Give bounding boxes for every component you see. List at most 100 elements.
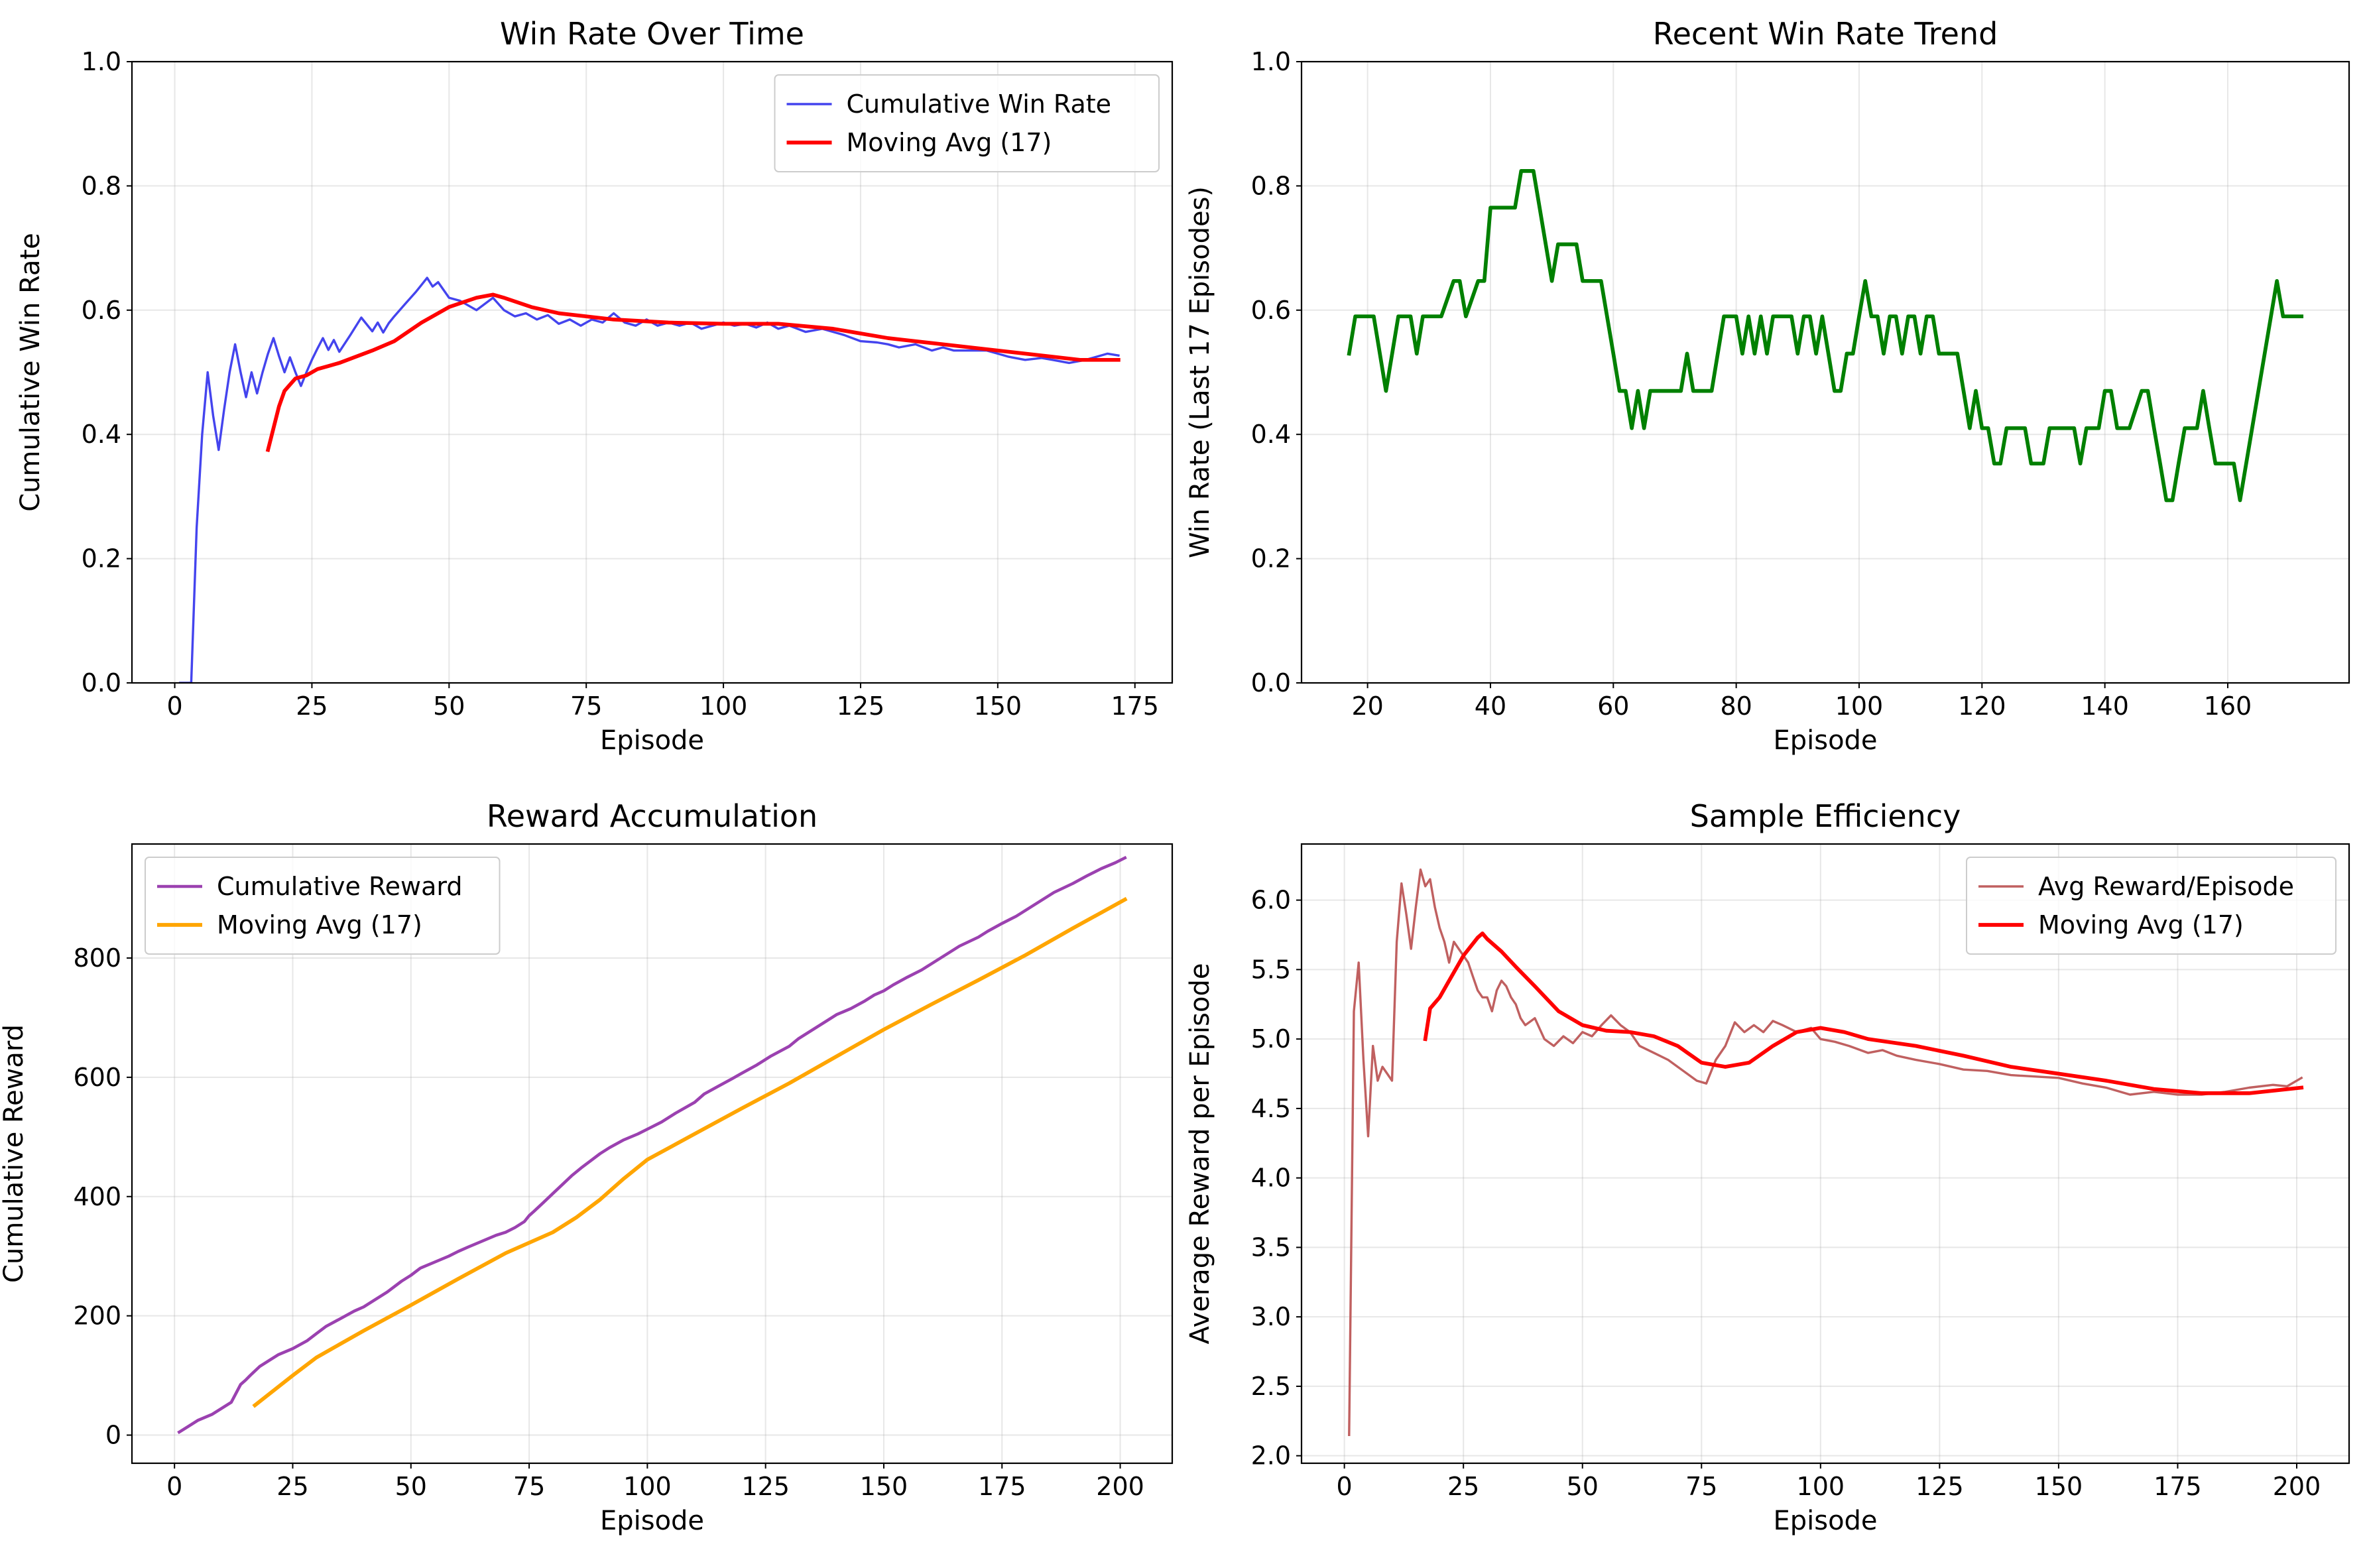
- series-group: [1347, 169, 2304, 503]
- x-tick-label: 175: [1111, 692, 1159, 721]
- legend-entry: Cumulative Win Rate: [847, 90, 1112, 119]
- series-line-2: [265, 292, 1121, 453]
- series-group: [1348, 868, 2304, 1437]
- legend: Avg Reward/Episode Moving Avg (17): [1966, 857, 2337, 955]
- x-tick-label: 175: [978, 1472, 1026, 1501]
- y-tick-label: 5.0: [1251, 1024, 1291, 1054]
- x-tick-label: 20: [1351, 692, 1383, 721]
- x-tick-label: 80: [1720, 692, 1752, 721]
- x-tick-label: 25: [1447, 1472, 1479, 1501]
- x-tick-label: 150: [860, 1472, 908, 1501]
- chart-panel-2: 20 40 60 80 100 120 140 160 0.0 0.2 0.4 0.6 0.8 1.0 Re…: [1185, 16, 2350, 756]
- x-tick-label: 100: [699, 692, 748, 721]
- x-tick-label: 0: [166, 1472, 182, 1501]
- y-tick-label: 4.5: [1251, 1094, 1291, 1123]
- x-tick-label: 25: [296, 692, 328, 721]
- x-tick-label: 75: [1685, 1472, 1717, 1501]
- y-axis-label: Cumulative Reward: [0, 1024, 29, 1283]
- legend-box: [1966, 857, 2337, 955]
- y-tick-label: 600: [73, 1063, 121, 1092]
- y-axis-label: Average Reward per Episode: [1185, 963, 1215, 1345]
- x-tick-label: 160: [2204, 692, 2252, 721]
- y-tick-label: 5.5: [1251, 955, 1291, 984]
- chart-title: Win Rate Over Time: [500, 16, 804, 52]
- y-tick-label: 0.6: [1251, 296, 1291, 325]
- x-tick-label: 100: [1797, 1472, 1845, 1501]
- y-tick-label: 0.0: [1251, 668, 1291, 697]
- x-tick-label: 125: [741, 1472, 790, 1501]
- y-tick-label: 1.0: [82, 47, 121, 76]
- chart-title: Sample Efficiency: [1690, 798, 1961, 834]
- y-tick-label: 400: [73, 1182, 121, 1211]
- legend-entry: Avg Reward/Episode: [2038, 872, 2294, 901]
- series-line-1: [179, 276, 1120, 683]
- x-tick-label: 175: [2154, 1472, 2202, 1501]
- series-line-1: [177, 855, 1127, 1435]
- x-tick-label: 125: [837, 692, 885, 721]
- x-tick-label: 60: [1597, 692, 1629, 721]
- x-tick-label: 0: [1337, 1472, 1353, 1501]
- x-tick-label: 100: [1835, 692, 1884, 721]
- grid: [1302, 844, 2349, 1463]
- x-axis-label: Episode: [600, 1506, 704, 1536]
- series-group: [179, 276, 1121, 683]
- axes-frame: [1300, 843, 2350, 1465]
- x-tick-label: 120: [1958, 692, 2006, 721]
- chart-panel-1: 0 25 50 75 100 125 150 175 0.0 0.2 0.4 0.6 0.8 1.0 Win…: [15, 16, 1174, 756]
- axes-frame: [131, 60, 1174, 684]
- y-tick-label: 0.0: [82, 668, 121, 697]
- chart-title: Recent Win Rate Trend: [1653, 16, 1998, 52]
- legend-box: [145, 857, 501, 955]
- x-tick-label: 40: [1475, 692, 1506, 721]
- series-line-1: [1348, 868, 2303, 1437]
- x-tick-label: 0: [166, 692, 182, 721]
- y-tick-label: 1.0: [1251, 47, 1291, 76]
- x-axis-label: Episode: [600, 725, 704, 756]
- y-tick-label: 0.4: [82, 420, 121, 449]
- y-tick-label: 200: [73, 1301, 121, 1331]
- x-tick-label: 50: [1567, 1472, 1599, 1501]
- x-axis-label: Episode: [1773, 725, 1877, 756]
- series-line-1: [1347, 169, 2304, 503]
- y-tick-label: 0: [105, 1421, 121, 1450]
- chart-panel-4: 0 25 50 75 100 125 150 175 200 2.0 2.5 3.0 3.5 4.0 4.5…: [1185, 798, 2350, 1536]
- series-group: [177, 855, 1128, 1435]
- x-axis-label: Episode: [1773, 1506, 1877, 1536]
- y-tick-label: 3.0: [1251, 1302, 1291, 1331]
- x-tick-label: 75: [513, 1472, 545, 1501]
- legend: Cumulative Win Rate Moving Avg (17): [774, 74, 1160, 172]
- x-tick-label: 125: [1915, 1472, 1964, 1501]
- grid: [1302, 61, 2349, 684]
- y-axis-label: Win Rate (Last 17 Episodes): [1185, 186, 1215, 558]
- axes-frame: [1300, 60, 2350, 684]
- y-tick-label: 0.2: [82, 544, 121, 573]
- y-tick-label: 2.5: [1251, 1372, 1291, 1401]
- y-tick-label: 0.2: [1251, 544, 1291, 573]
- y-tick-label: 0.8: [82, 171, 121, 200]
- y-tick-label: 0.4: [1251, 420, 1291, 449]
- chart-panel-3: 0 25 50 75 100 125 150 175 200 0 200 400 600 800 Rewar…: [0, 798, 1174, 1536]
- x-tick-label: 200: [2273, 1472, 2321, 1501]
- x-tick-label: 150: [2035, 1472, 2083, 1501]
- legend-entry: Moving Avg (17): [847, 128, 1052, 157]
- series-line-2: [1423, 932, 2304, 1095]
- y-axis-label: Cumulative Win Rate: [15, 233, 46, 512]
- x-tick-label: 25: [276, 1472, 308, 1501]
- y-tick-label: 0.6: [82, 296, 121, 325]
- legend-entry: Cumulative Reward: [217, 872, 462, 901]
- x-tick-label: 50: [395, 1472, 427, 1501]
- x-tick-label: 200: [1096, 1472, 1144, 1501]
- legend-box: [774, 74, 1160, 172]
- y-tick-label: 2.0: [1251, 1441, 1291, 1471]
- grid: [132, 844, 1172, 1463]
- x-tick-label: 50: [433, 692, 465, 721]
- chart-title: Reward Accumulation: [487, 798, 818, 834]
- legend-entry: Moving Avg (17): [2038, 910, 2244, 939]
- y-tick-label: 4.0: [1251, 1164, 1291, 1193]
- x-tick-label: 150: [974, 692, 1022, 721]
- x-tick-label: 140: [2081, 692, 2129, 721]
- y-tick-label: 3.5: [1251, 1233, 1291, 1262]
- x-tick-label: 100: [623, 1472, 672, 1501]
- x-tick-label: 75: [570, 692, 602, 721]
